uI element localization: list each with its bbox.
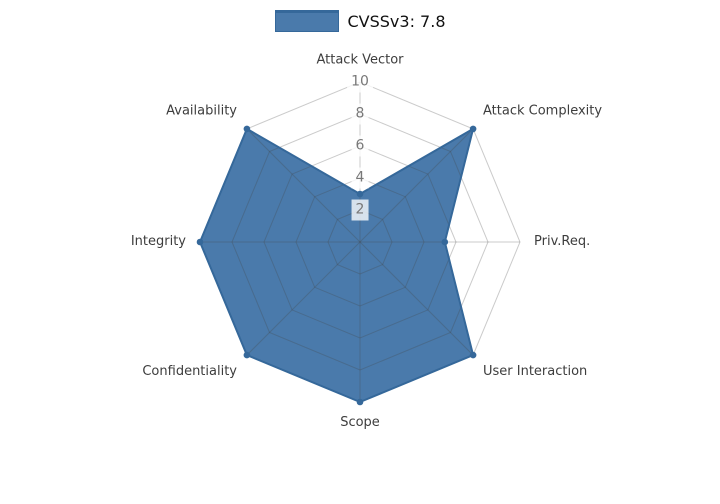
radial-tick-label: 8 xyxy=(351,103,369,125)
legend-label: CVSSv3: 7.8 xyxy=(347,11,446,31)
legend-swatch xyxy=(274,10,339,32)
radial-tick-label: 4 xyxy=(351,167,369,189)
axis-label-integrity: Integrity xyxy=(130,233,186,249)
axis-label-scope: Scope xyxy=(340,415,380,430)
axis-label-attack-complexity: Attack Complexity xyxy=(483,103,603,119)
radar-outline xyxy=(196,125,477,406)
axis-label-confidentiality: Confidentiality xyxy=(142,364,237,379)
axis-label-attack-vector: Attack Vector xyxy=(316,52,404,68)
radar-fill-polygon xyxy=(200,128,474,402)
radial-tick-label: 10 xyxy=(347,71,373,93)
radial-tick-label: 6 xyxy=(351,135,369,157)
legend[interactable]: CVSSv3: 7.8 xyxy=(0,10,720,32)
axis-label-priv-req-: Priv.Req. xyxy=(534,233,591,249)
axis-label-availability: Availability xyxy=(166,103,237,119)
axis-label-user-interaction: User Interaction xyxy=(483,364,588,379)
radial-tick-label: 2 xyxy=(351,199,369,221)
